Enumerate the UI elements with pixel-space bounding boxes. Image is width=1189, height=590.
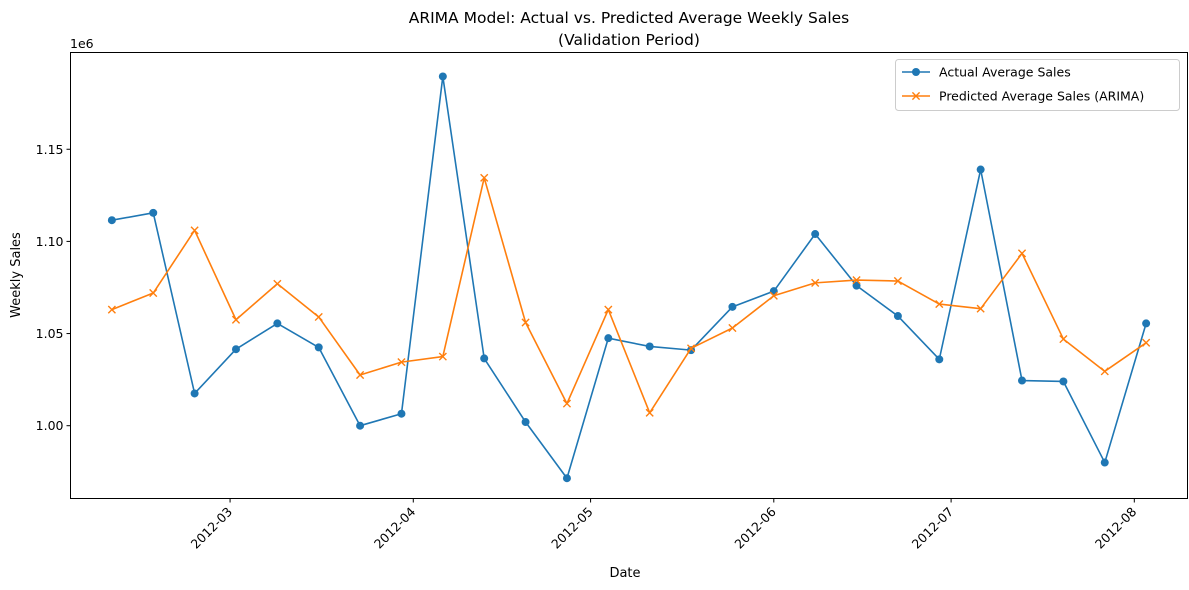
data-point-predicted	[769, 291, 778, 300]
y-scale-label: 1e6	[70, 36, 94, 51]
data-point-actual	[190, 389, 199, 398]
data-point-actual	[480, 354, 489, 363]
data-point-predicted	[273, 279, 282, 288]
data-point-predicted	[686, 344, 696, 353]
data-point-predicted	[107, 305, 116, 314]
data-point-actual	[314, 343, 323, 352]
data-point-actual	[645, 342, 654, 351]
data-point-actual	[1142, 319, 1151, 328]
data-point-predicted	[480, 173, 489, 182]
series-line-1	[111, 75, 1147, 480]
data-point-predicted	[976, 304, 985, 313]
y-tick-label: 1.15	[36, 142, 64, 157]
data-point-actual	[149, 208, 158, 217]
data-point-actual	[976, 165, 985, 174]
data-point-actual	[562, 474, 571, 483]
x-tick-label: 2012-05	[548, 504, 596, 552]
series-layer	[107, 72, 1151, 483]
x-tick-label: 2012-04	[371, 504, 419, 552]
y-tick-label: 1.00	[36, 418, 64, 433]
data-point-actual	[935, 355, 944, 364]
legend: Actual Average Sales Predicted Average Sa…	[895, 59, 1180, 111]
x-tick-label: 2012-08	[1092, 504, 1140, 552]
x-tick-label: 2012-07	[909, 504, 957, 552]
data-point-predicted	[438, 352, 447, 361]
data-point-actual	[273, 319, 282, 328]
legend-items: Actual Average Sales Predicted Average Sa…	[902, 65, 1144, 104]
data-point-actual	[604, 334, 613, 343]
data-point-actual	[1018, 376, 1027, 385]
data-point-actual	[769, 287, 778, 296]
x-axis-label: Date	[609, 566, 640, 581]
data-point-actual	[811, 230, 820, 239]
x-tick-label: 2012-03	[188, 504, 236, 552]
y-axis-label: Weekly Sales	[9, 232, 24, 318]
series-line-2	[111, 177, 1147, 414]
data-point-predicted	[604, 305, 613, 314]
data-point-predicted	[521, 318, 530, 327]
data-point-predicted	[935, 299, 944, 309]
data-point-actual	[893, 312, 902, 321]
legend-label: Actual Average Sales	[939, 65, 1071, 80]
data-point-actual	[438, 72, 447, 81]
chart-title: ARIMA Model: Actual vs. Predicted Averag…	[409, 9, 850, 27]
data-point-actual	[1059, 377, 1068, 386]
y-tick-label: 1.05	[36, 326, 64, 341]
data-point-actual	[521, 418, 530, 427]
data-point-predicted	[149, 288, 158, 298]
data-point-predicted	[190, 226, 199, 235]
data-point-actual	[728, 302, 737, 311]
data-point-predicted	[893, 276, 903, 286]
plot-area	[70, 52, 1188, 499]
legend-label: Predicted Average Sales (ARIMA)	[939, 89, 1144, 104]
data-point-predicted	[811, 278, 820, 287]
data-point-predicted	[852, 276, 861, 285]
data-point-actual	[231, 345, 240, 354]
data-point-predicted	[1142, 338, 1151, 347]
data-point-predicted	[231, 315, 241, 324]
data-point-predicted	[1017, 249, 1027, 258]
x-tick-label: 2012-06	[731, 504, 779, 552]
legend-marker	[911, 91, 921, 101]
x-axis: 2012-03 2012-04 2012-05 2012-06 2012-07 2012-…	[188, 498, 1140, 552]
data-point-actual	[397, 409, 406, 418]
y-tick-label: 1.10	[36, 234, 64, 249]
data-point-actual	[1100, 458, 1109, 467]
legend-marker	[912, 68, 920, 76]
legend-box	[895, 59, 1180, 111]
data-point-actual	[107, 216, 116, 225]
data-point-actual	[356, 421, 365, 430]
chart-subtitle: (Validation Period)	[558, 31, 700, 49]
data-point-predicted	[1059, 334, 1068, 344]
data-point-predicted	[728, 323, 737, 333]
data-point-predicted	[562, 399, 572, 408]
data-point-actual	[852, 281, 861, 290]
data-point-predicted	[314, 312, 323, 322]
data-point-predicted	[645, 408, 654, 417]
data-point-predicted	[1100, 367, 1109, 376]
data-point-predicted	[397, 358, 406, 367]
y-axis: 1.00 1.05 1.10 1.15	[36, 142, 71, 433]
data-point-predicted	[355, 370, 365, 380]
